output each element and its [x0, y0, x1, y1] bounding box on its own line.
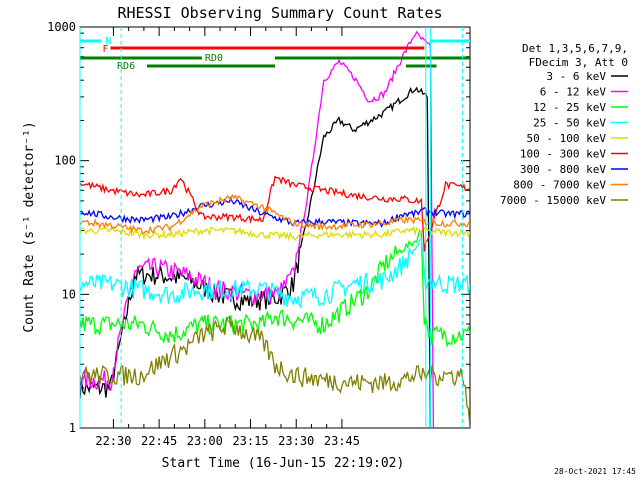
legend-label-4: 50 - 100 keV — [527, 132, 607, 145]
series-line-6 — [80, 196, 470, 228]
y-tick-label: 100 — [54, 154, 76, 168]
series-line-7 — [80, 193, 470, 235]
x-tick-label: 23:45 — [324, 434, 360, 448]
flag-label-rd0: RD0 — [205, 53, 223, 64]
flag-label-f: F — [102, 44, 108, 55]
series-line-3 — [80, 237, 470, 309]
legend-label-7: 800 - 7000 keV — [513, 179, 606, 192]
x-tick-label: 23:15 — [232, 434, 268, 448]
footer-date: 28-Oct-2021 17:45 — [554, 467, 636, 476]
legend-label-2: 12 - 25 keV — [533, 101, 606, 114]
legend-header-line-2: FDecim 3, Att 0 — [529, 56, 628, 69]
series-line-8 — [80, 315, 470, 428]
x-tick-label: 23:00 — [187, 434, 223, 448]
y-axis-label: Count Rate (s⁻¹ detector⁻¹) — [22, 121, 37, 332]
y-tick-label: 1000 — [47, 20, 76, 34]
legend-label-6: 300 - 800 keV — [520, 163, 606, 176]
plot-layer: 1 10 100 1000 22:30 22:45 23:00 23:15 23:30 23:45… — [47, 20, 628, 448]
legend-label-5: 100 - 300 keV — [520, 148, 606, 161]
series-line-2 — [80, 230, 470, 348]
x-axis-label: Start Time (16-Jun-15 22:19:02) — [162, 456, 405, 471]
x-tick-label: 22:30 — [95, 434, 131, 448]
chart-title: RHESSI Observing Summary Count Rates — [117, 4, 442, 22]
legend-label-0: 3 - 6 keV — [546, 70, 606, 83]
legend-header-line-1: Det 1,3,5,6,7,9, — [522, 42, 628, 55]
x-tick-label: 22:45 — [141, 434, 177, 448]
y-tick-label: 1 — [69, 421, 76, 435]
flag-label-n: N — [105, 36, 111, 47]
series-line-5 — [80, 175, 470, 252]
y-tick-label: 10 — [62, 287, 76, 301]
series-line-4 — [80, 225, 470, 242]
series-line-0 — [80, 86, 432, 428]
flag-label-rd6: RD6 — [117, 61, 135, 72]
series-line-1 — [80, 30, 435, 428]
legend-label-8: 7000 - 15000 keV — [500, 194, 606, 207]
legend-label-3: 25 - 50 keV — [533, 117, 606, 130]
x-tick-label: 23:30 — [278, 434, 314, 448]
legend-label-1: 6 - 12 keV — [540, 86, 607, 99]
